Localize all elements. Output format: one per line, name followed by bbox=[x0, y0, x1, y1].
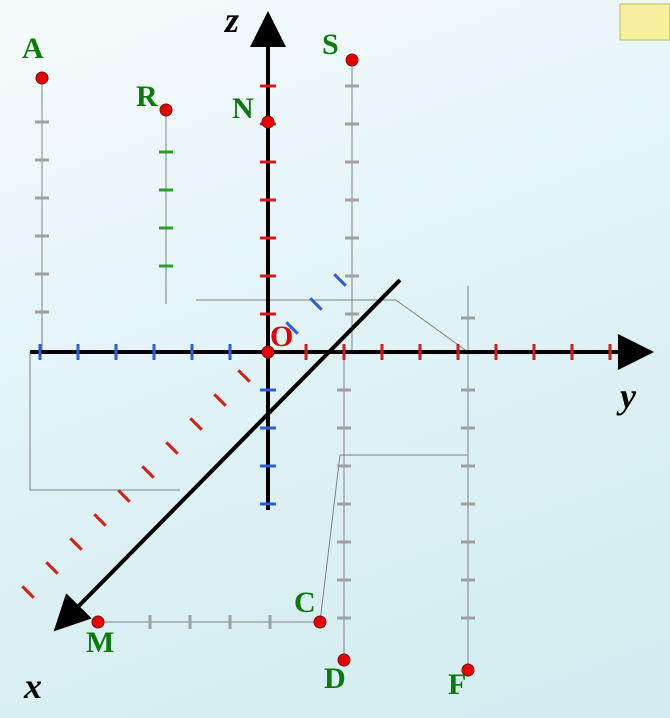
coordinate-diagram: z y x A R N S O M C D F bbox=[0, 0, 670, 718]
label-F: F bbox=[448, 668, 466, 701]
label-D: D bbox=[324, 662, 346, 695]
label-N: N bbox=[232, 92, 254, 125]
x-label: x bbox=[23, 666, 42, 706]
point-N bbox=[262, 116, 274, 128]
x-tick bbox=[70, 538, 81, 549]
z-label: z bbox=[223, 0, 239, 40]
label-C: C bbox=[294, 586, 316, 619]
point-R bbox=[160, 104, 172, 116]
label-O: O bbox=[270, 320, 293, 353]
construction-line bbox=[320, 455, 340, 622]
point-S bbox=[346, 54, 358, 66]
y-label: y bbox=[616, 376, 637, 416]
corner-box bbox=[620, 4, 670, 40]
x-tick bbox=[46, 562, 57, 573]
x-tick bbox=[118, 490, 129, 501]
label-R: R bbox=[136, 80, 158, 113]
label-A: A bbox=[22, 32, 44, 65]
x-tick bbox=[166, 442, 177, 453]
x-tick bbox=[190, 418, 201, 429]
x-tick bbox=[214, 394, 225, 405]
label-S: S bbox=[322, 28, 339, 61]
x-tick bbox=[334, 274, 345, 285]
x-tick bbox=[238, 370, 249, 381]
point-A bbox=[36, 72, 48, 84]
point-C bbox=[314, 616, 326, 628]
x-tick bbox=[94, 514, 105, 525]
label-M: M bbox=[86, 626, 114, 659]
x-tick bbox=[142, 466, 153, 477]
x-axis bbox=[60, 280, 400, 625]
x-tick bbox=[22, 586, 33, 597]
